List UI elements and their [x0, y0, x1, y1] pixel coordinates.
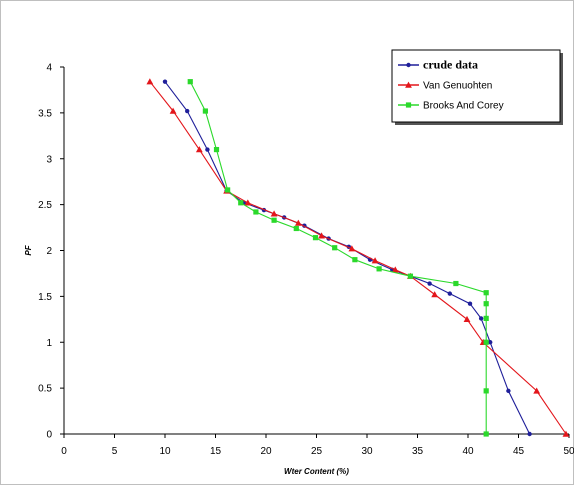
- legend-label: Van Genuohten: [423, 81, 492, 92]
- data-point: [187, 79, 193, 85]
- legend-swatch-marker: [405, 102, 412, 108]
- x-tick-label: 30: [361, 446, 373, 457]
- data-point: [376, 266, 382, 272]
- data-point: [483, 339, 489, 345]
- series-layer: [146, 78, 570, 437]
- legend-box: [391, 49, 561, 123]
- legend-swatch-marker: [405, 81, 412, 88]
- data-point: [447, 291, 453, 296]
- data-point: [483, 301, 489, 307]
- x-tick-label: 50: [563, 446, 574, 457]
- legend-label: Brooks And Corey: [423, 101, 504, 112]
- data-point: [562, 430, 570, 437]
- data-point: [185, 108, 190, 114]
- y-axis-title: PF: [24, 244, 33, 255]
- y-tick-label: 0: [46, 430, 52, 441]
- series-square: [187, 79, 489, 437]
- legend: crude data Van Genuohten Brooks And Corey: [391, 49, 563, 125]
- data-point: [483, 290, 489, 296]
- x-tick-label: 15: [210, 446, 222, 457]
- data-point: [533, 387, 541, 394]
- data-point: [293, 225, 299, 232]
- x-tick-label: 45: [513, 446, 525, 457]
- data-point: [348, 245, 356, 252]
- series-line: [189, 81, 487, 434]
- x-tick-label: 35: [412, 446, 424, 457]
- data-point: [146, 78, 154, 85]
- legend-item: Van Genuohten: [398, 81, 492, 92]
- data-point: [271, 217, 277, 223]
- data-point: [202, 108, 208, 114]
- y-tick-label: 0.5: [38, 384, 52, 395]
- x-tick-label: 5: [112, 446, 118, 457]
- x-axis-title: Wter Content (%): [284, 467, 349, 476]
- x-axis-ticks: 0 5 10 15 20 25 30 35 40 45 50: [61, 434, 574, 457]
- data-point: [527, 431, 532, 437]
- legend-item: crude data: [398, 58, 478, 72]
- x-tick-label: 40: [462, 446, 474, 457]
- y-tick-label: 4: [46, 63, 52, 74]
- legend-label: crude data: [423, 58, 478, 72]
- y-tick-label: 1.5: [38, 292, 52, 303]
- data-point: [488, 340, 493, 345]
- data-point: [162, 79, 168, 84]
- legend-swatch-marker: [406, 62, 411, 68]
- x-tick-label: 20: [260, 446, 272, 457]
- data-point: [483, 431, 489, 437]
- data-point: [205, 147, 210, 152]
- y-tick-label: 2.5: [38, 200, 52, 211]
- data-point: [427, 281, 432, 286]
- data-point: [467, 301, 473, 306]
- data-point: [483, 388, 489, 394]
- data-point: [391, 266, 399, 273]
- data-point: [253, 209, 259, 215]
- x-tick-label: 25: [311, 446, 323, 457]
- data-point: [478, 316, 484, 321]
- data-point: [463, 315, 471, 323]
- data-point: [431, 291, 439, 298]
- data-point: [238, 200, 244, 206]
- data-point: [213, 146, 220, 153]
- data-point: [225, 187, 231, 193]
- data-point: [318, 232, 325, 239]
- data-point: [483, 315, 489, 321]
- data-point: [294, 219, 302, 226]
- x-tick-label: 10: [159, 446, 171, 457]
- series-circle: [162, 79, 532, 437]
- data-point: [352, 257, 358, 263]
- y-tick-label: 1: [46, 338, 52, 349]
- data-point: [195, 146, 203, 153]
- y-tick-label: 3.5: [38, 108, 52, 119]
- data-point: [506, 388, 511, 394]
- y-tick-label: 2: [46, 246, 52, 257]
- data-point: [312, 235, 319, 241]
- data-point: [244, 199, 252, 206]
- data-point: [332, 245, 338, 251]
- y-tick-label: 3: [46, 154, 52, 165]
- y-axis-ticks: 0 0.5 1 1.5 2 2.5 3 3.5 4: [38, 63, 64, 441]
- data-point: [371, 257, 379, 264]
- series-line: [164, 81, 531, 435]
- data-point: [407, 273, 414, 279]
- data-point: [169, 107, 177, 114]
- legend-item: Brooks And Corey: [398, 101, 504, 112]
- data-point: [270, 210, 278, 217]
- data-point: [453, 280, 459, 287]
- x-tick-label: 0: [61, 446, 67, 457]
